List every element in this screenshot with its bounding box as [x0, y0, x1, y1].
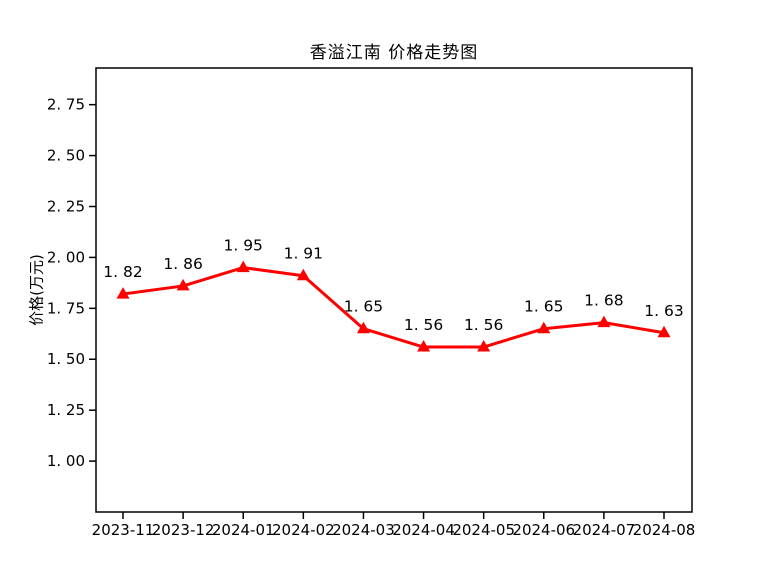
data-point-marker: [236, 260, 250, 273]
x-tick-label: 2023-12: [152, 521, 215, 539]
data-point-label: 1. 56: [464, 316, 503, 334]
x-tick-label: 2024-02: [272, 521, 335, 539]
data-point-marker: [356, 321, 370, 334]
y-tick-label: 1. 50: [47, 350, 85, 368]
x-tick-label: 2024-04: [392, 521, 455, 539]
data-point-label: 1. 63: [644, 302, 683, 320]
data-point-marker: [477, 340, 491, 352]
data-point-label: 1. 56: [404, 316, 443, 334]
plot-frame: [95, 67, 693, 513]
x-tick-label: 2023-11: [92, 521, 155, 539]
price-line: [121, 266, 666, 349]
data-point-label: 1. 86: [163, 255, 202, 273]
data-point-marker: [417, 340, 431, 352]
data-point-label: 1. 91: [284, 245, 323, 263]
data-point-marker: [537, 321, 551, 334]
x-tick-label: 2024-08: [633, 521, 696, 539]
x-tick-label: 2024-05: [452, 521, 515, 539]
y-tick-label: 1. 00: [47, 452, 85, 470]
data-point-label: 1. 95: [223, 237, 262, 255]
chart-title: 香溢江南 价格走势图: [309, 43, 479, 63]
data-point-marker: [296, 268, 310, 281]
data-point-marker: [176, 278, 190, 291]
data-point-label: 1. 68: [584, 292, 623, 310]
y-tick-label: 1. 25: [47, 401, 85, 419]
data-point-marker: [597, 315, 611, 328]
x-tick-label: 2024-03: [332, 521, 395, 539]
y-tick-label: 2. 25: [47, 197, 85, 215]
y-tick-label: 2. 75: [47, 96, 85, 114]
x-tick-label: 2024-01: [212, 521, 275, 539]
x-tick-label: 2024-07: [573, 521, 636, 539]
data-point-label: 1. 65: [344, 298, 383, 316]
data-point-marker: [657, 325, 671, 338]
data-point-marker: [116, 287, 130, 299]
data-point-label: 1. 65: [524, 298, 563, 316]
data-point-label: 1. 82: [103, 263, 142, 281]
y-tick-label: 1. 75: [47, 299, 85, 317]
x-tick-label: 2024-06: [512, 521, 575, 539]
y-tick-label: 2. 00: [47, 248, 85, 266]
y-tick-label: 2. 50: [47, 147, 85, 165]
